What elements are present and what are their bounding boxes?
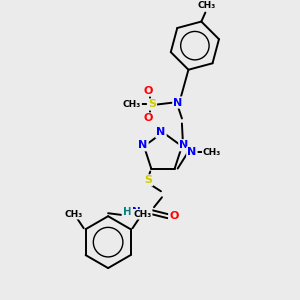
Text: N: N xyxy=(187,147,196,158)
Text: O: O xyxy=(143,85,153,95)
Text: O: O xyxy=(143,113,153,124)
Text: CH₃: CH₃ xyxy=(64,210,83,219)
Text: CH₃: CH₃ xyxy=(134,210,152,219)
Text: N: N xyxy=(138,140,148,150)
Text: H: H xyxy=(123,207,131,217)
Text: N: N xyxy=(132,207,140,217)
Text: S: S xyxy=(144,175,152,185)
Text: O: O xyxy=(169,211,178,221)
Text: S: S xyxy=(148,100,156,110)
Text: N: N xyxy=(173,98,183,107)
Text: N: N xyxy=(179,140,189,150)
Text: N: N xyxy=(156,128,166,137)
Text: CH₃: CH₃ xyxy=(203,148,221,157)
Text: CH₃: CH₃ xyxy=(123,100,141,109)
Text: CH₃: CH₃ xyxy=(197,1,215,10)
